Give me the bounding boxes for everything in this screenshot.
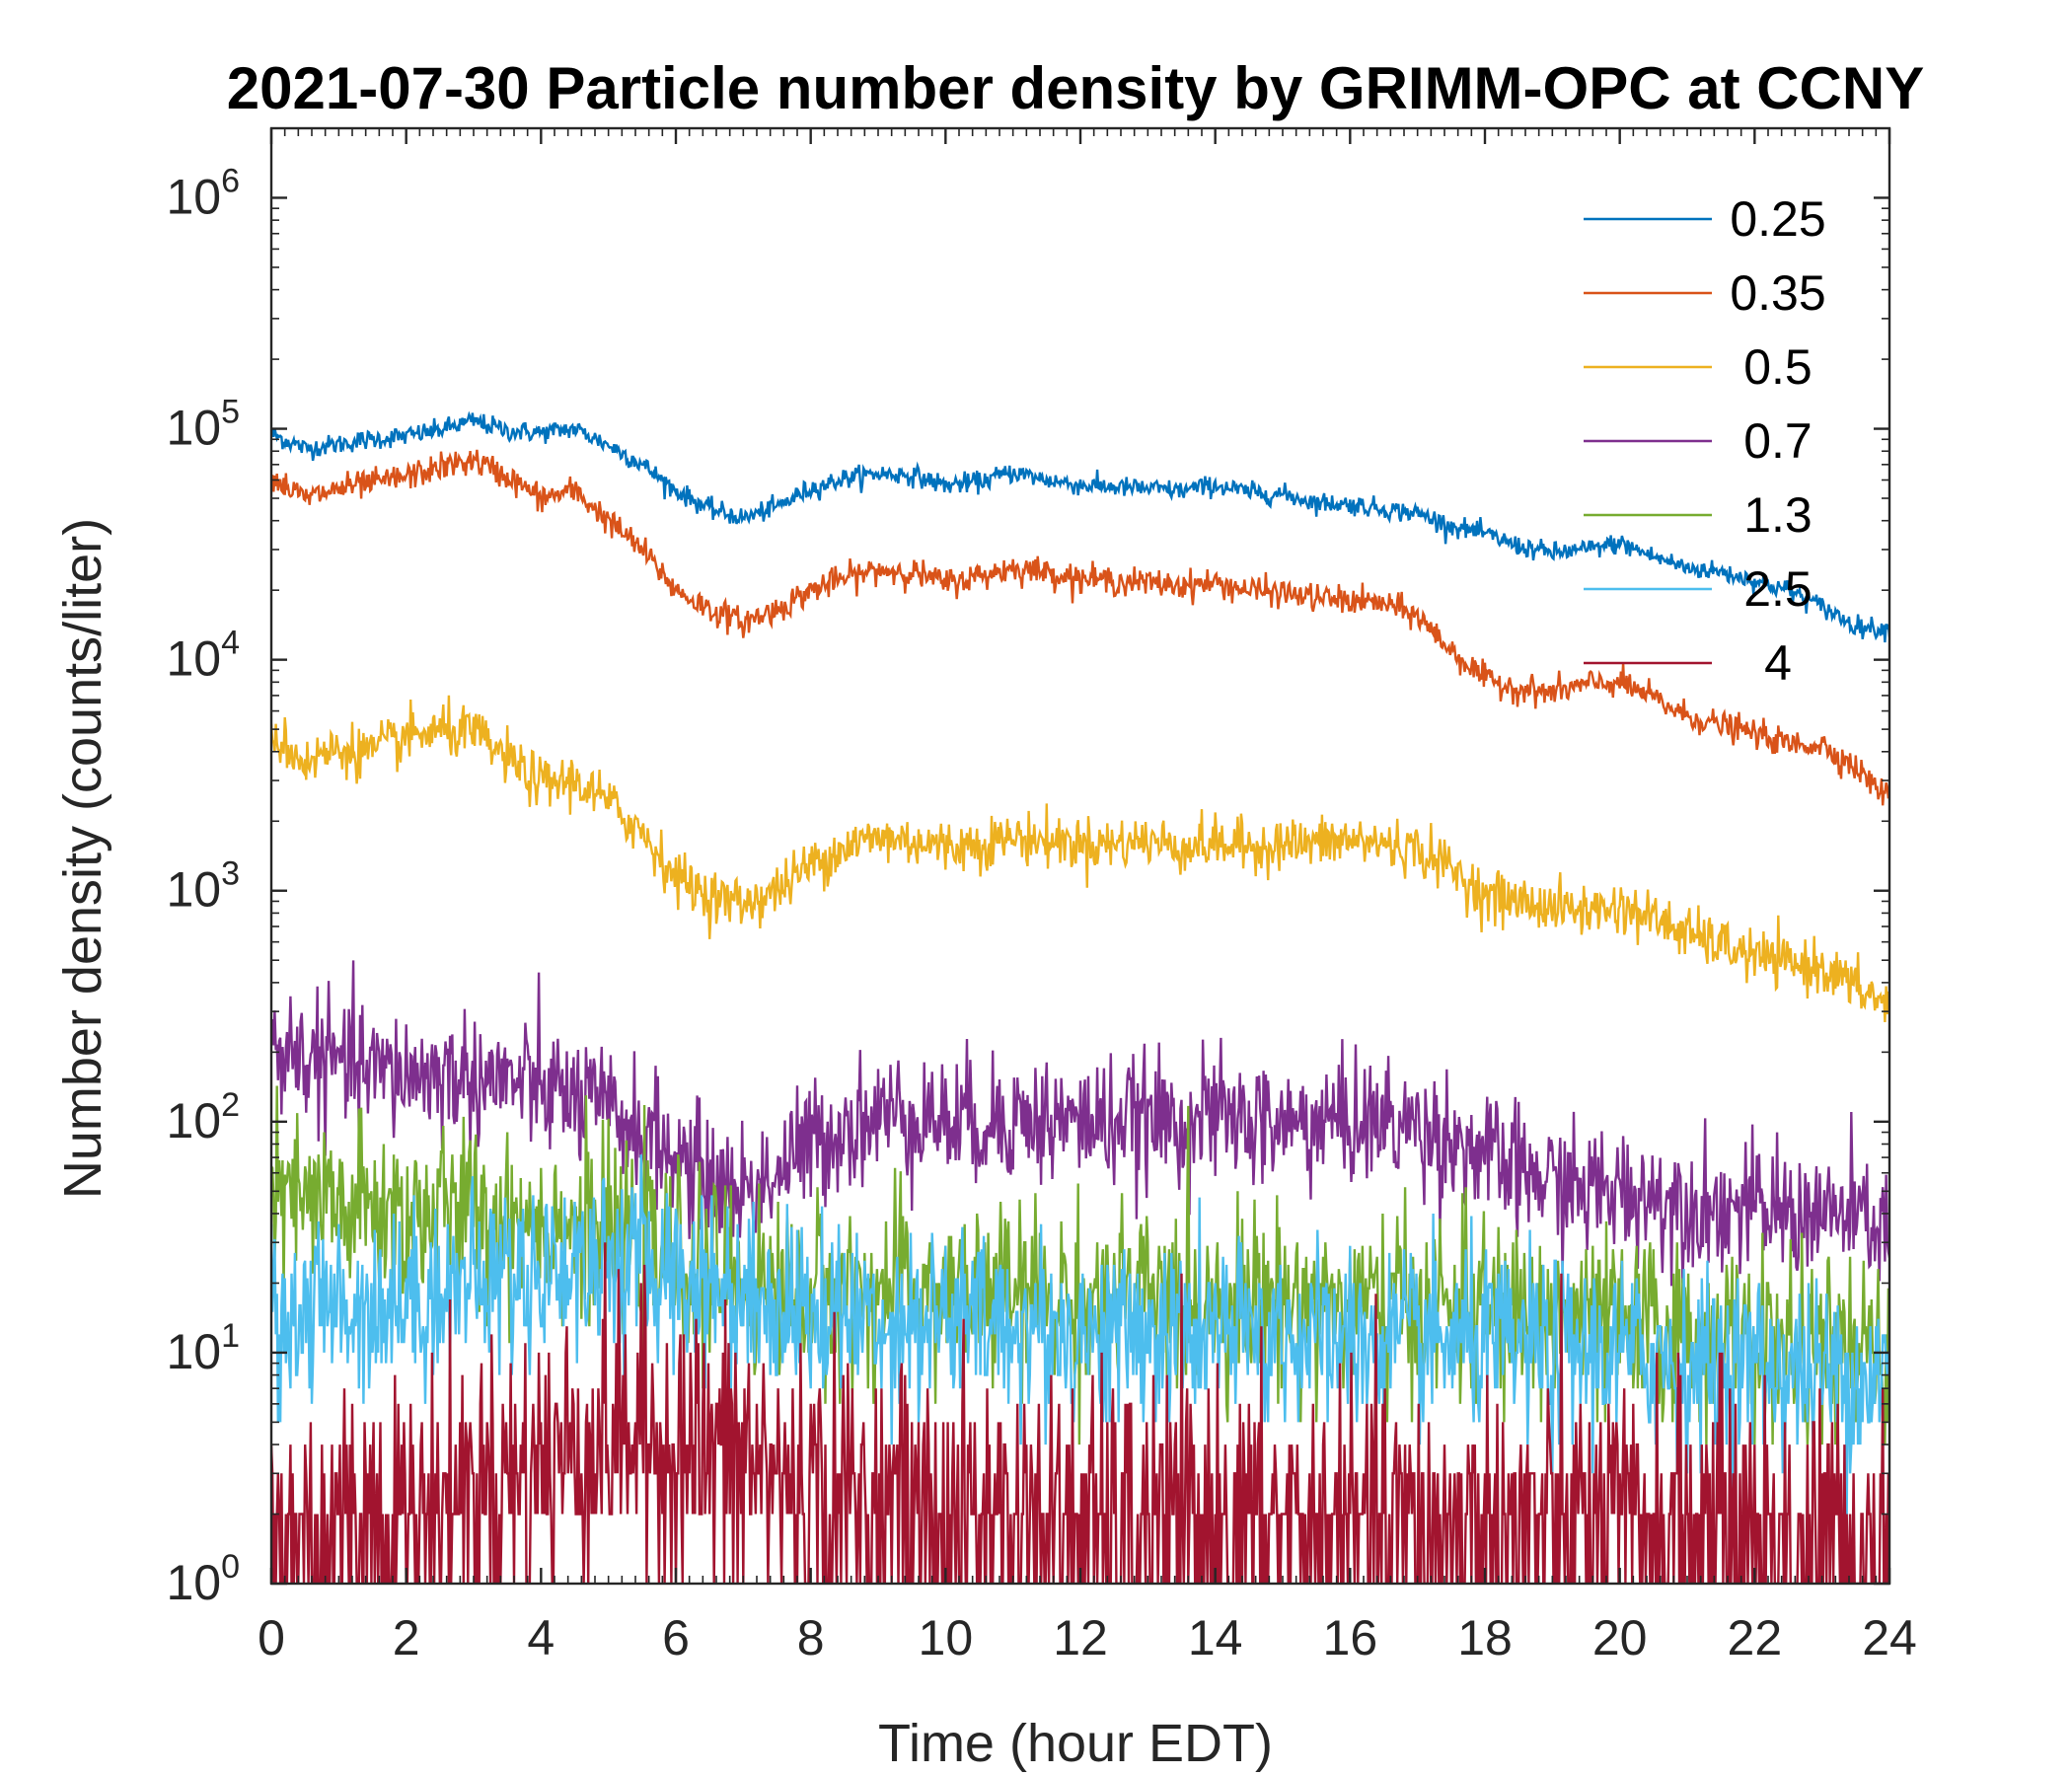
y-tick-label: 100 <box>166 1548 240 1610</box>
series-line-0_25 <box>271 410 1889 643</box>
series-line-4 <box>271 1242 1889 1584</box>
legend-label: 0.5 <box>1743 339 1813 395</box>
legend-label: 2.5 <box>1743 561 1813 617</box>
x-tick-label: 8 <box>797 1610 825 1665</box>
x-tick-label: 4 <box>527 1610 555 1665</box>
chart-title: 2021-07-30 Particle number density by GR… <box>227 55 1925 121</box>
legend-label: 0.35 <box>1730 265 1825 321</box>
x-tick-label: 2 <box>393 1610 420 1665</box>
x-tick-label: 22 <box>1728 1610 1783 1665</box>
y-tick-label: 105 <box>166 394 240 456</box>
x-tick-label: 20 <box>1592 1610 1648 1665</box>
x-tick-label: 14 <box>1188 1610 1243 1665</box>
series-line-0_5 <box>271 695 1889 1022</box>
legend-label: 0.25 <box>1730 191 1825 247</box>
legend: 0.25 0.35 0.5 0.7 1.3 2.5 4 <box>1584 191 1826 691</box>
y-tick-label: 103 <box>166 855 240 918</box>
y-axis-label: Number density (counts/liter) <box>53 518 112 1199</box>
x-tick-label: 24 <box>1862 1610 1917 1665</box>
axes-layer: 0 2 4 6 8 10 12 14 16 18 20 22 241001011021031041051… <box>166 126 1917 1665</box>
series-line-0_7 <box>271 960 1889 1287</box>
series-line-0_35 <box>271 449 1889 806</box>
legend-label: 4 <box>1764 635 1792 691</box>
x-tick-label: 0 <box>258 1610 285 1665</box>
y-tick-label: 106 <box>166 162 240 224</box>
y-tick-label: 102 <box>166 1086 240 1148</box>
x-tick-label: 6 <box>662 1610 690 1665</box>
series-line-2_5 <box>271 1154 1889 1515</box>
x-tick-label: 16 <box>1323 1610 1378 1665</box>
legend-label: 0.7 <box>1743 413 1813 469</box>
y-tick-label: 101 <box>166 1317 240 1379</box>
x-tick-label: 18 <box>1457 1610 1513 1665</box>
y-tick-label: 104 <box>166 625 240 687</box>
legend-label: 1.3 <box>1743 487 1813 543</box>
x-tick-label: 12 <box>1053 1610 1108 1665</box>
series-layer <box>271 410 1889 1584</box>
x-tick-label: 10 <box>919 1610 974 1665</box>
x-axis-label: Time (hour EDT) <box>878 1714 1273 1773</box>
